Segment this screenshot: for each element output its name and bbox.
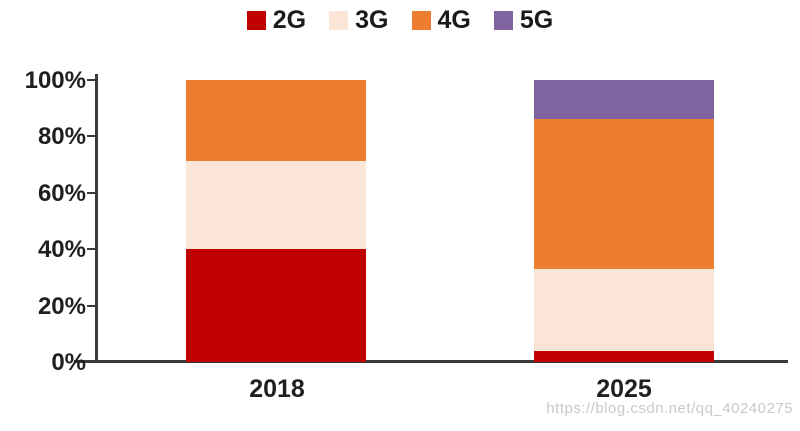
x-axis-category-label: 2018: [249, 375, 305, 403]
legend-swatch-2g: [246, 11, 266, 30]
legend-label: 5G: [519, 6, 554, 34]
bar-segment-4g-2025: [534, 119, 714, 269]
legend-label: 3G: [355, 6, 389, 34]
y-axis-tick-label: 20%: [37, 292, 86, 320]
y-axis-line: [95, 74, 98, 362]
y-axis-tick: [87, 191, 97, 194]
y-axis-tick: [87, 248, 97, 250]
legend-item-2g: 2G: [246, 6, 307, 34]
bar-segment-3g-2025: [534, 268, 714, 351]
watermark-url: https://blog.csdn.net/qq_40240275: [546, 400, 793, 417]
y-axis-tick: [87, 78, 97, 81]
y-axis-tick-label: 0%: [51, 349, 86, 376]
chart-legend: 2G 3G 4G 5G: [0, 8, 800, 33]
y-axis-tick-label: 40%: [37, 236, 86, 263]
legend-item-4g: 4G: [411, 6, 471, 34]
legend-label: 2G: [272, 6, 307, 34]
bar-segment-3g-2018: [186, 161, 366, 249]
y-axis-tick-label: 100%: [24, 66, 86, 94]
legend-label: 4G: [437, 6, 471, 34]
y-axis-tick: [87, 135, 97, 137]
x-axis-line: [74, 360, 788, 363]
y-axis-tick-label: 60%: [37, 179, 86, 207]
bar-segment-5g-2025: [534, 79, 714, 120]
y-axis-tick: [87, 304, 97, 307]
bar-2018: [186, 79, 366, 362]
bar-segment-2g-2018: [186, 249, 366, 362]
legend-swatch-4g: [411, 11, 431, 30]
legend-item-3g: 3G: [329, 6, 389, 34]
legend-swatch-5g: [493, 11, 513, 30]
legend-swatch-3g: [329, 11, 349, 30]
bar-segment-2g-2025: [534, 350, 714, 362]
bar-segment-4g-2018: [186, 79, 366, 162]
y-axis-tick-label: 80%: [37, 123, 86, 150]
bar-2025: [534, 79, 714, 362]
legend-item-5g: 5G: [493, 6, 554, 34]
x-axis-category-label: 2025: [596, 375, 652, 403]
